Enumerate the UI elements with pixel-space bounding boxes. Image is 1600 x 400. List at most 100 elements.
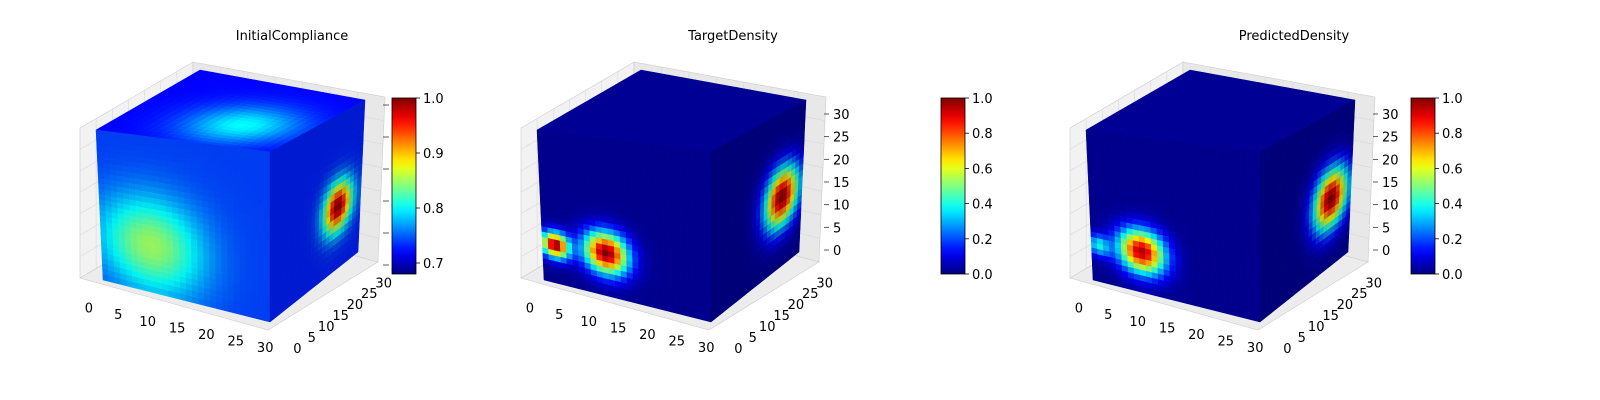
x-tick-label: 20	[198, 328, 215, 343]
voxel	[263, 181, 271, 189]
voxel	[176, 151, 184, 159]
voxel	[1160, 144, 1168, 152]
voxel	[1152, 289, 1159, 297]
voxel	[680, 308, 688, 317]
voxel	[636, 148, 644, 156]
voxel	[244, 154, 252, 162]
cube-face-front	[95, 129, 271, 323]
voxel	[580, 140, 588, 148]
voxel	[213, 150, 221, 158]
voxel	[251, 149, 258, 157]
voxel	[1166, 145, 1174, 153]
voxel	[226, 181, 234, 189]
y-tick-label: 0	[293, 342, 301, 357]
voxel	[257, 312, 265, 321]
voxel	[1146, 287, 1153, 296]
z-tick-label: 5	[833, 221, 841, 236]
voxel	[220, 168, 228, 177]
voxel	[648, 149, 656, 157]
voxel	[176, 145, 184, 153]
x-tick-label: 0	[526, 302, 534, 317]
voxel	[667, 146, 675, 154]
colorbar: 0.70.80.91.0	[391, 92, 444, 275]
voxel	[162, 289, 169, 297]
voxel	[1129, 140, 1137, 148]
voxel	[692, 311, 700, 320]
voxel	[704, 150, 712, 159]
voxel	[257, 156, 265, 164]
voxel	[617, 145, 625, 153]
voxel	[1154, 138, 1161, 146]
voxel	[164, 138, 171, 146]
voxel	[621, 293, 628, 302]
voxel	[667, 152, 675, 160]
voxel	[263, 157, 271, 165]
voxel	[238, 183, 246, 191]
voxel	[257, 150, 265, 158]
voxel	[183, 157, 190, 165]
voxel	[656, 302, 664, 311]
y-tick-label: 30	[816, 276, 833, 291]
subplot-initial-compliance: InitialCompliance 0 5 10 15 20 25 30 0510152025…	[79, 29, 444, 357]
voxel	[636, 153, 644, 161]
voxel	[1123, 150, 1131, 158]
voxel	[233, 306, 241, 315]
voxel	[686, 172, 693, 180]
y-tick-label: 5	[308, 331, 316, 346]
voxel	[251, 173, 258, 181]
voxel	[617, 151, 625, 159]
chart-title: InitialCompliance	[236, 29, 349, 44]
voxel	[704, 181, 712, 189]
z-tick-label: 10	[833, 199, 850, 214]
voxel	[627, 294, 634, 303]
voxel	[597, 287, 604, 296]
voxel	[1166, 151, 1174, 159]
voxel	[679, 171, 687, 179]
voxel	[698, 162, 706, 170]
voxel	[661, 145, 668, 153]
voxel	[180, 293, 187, 302]
x-tick-label: 30	[257, 341, 274, 356]
colorbar-tick-label: 1.0	[423, 92, 444, 107]
voxel	[630, 147, 637, 155]
voxel	[145, 147, 153, 155]
colorbar-tick-label: 0.8	[972, 127, 993, 142]
voxel	[674, 306, 682, 315]
voxel	[685, 148, 693, 156]
voxel	[615, 291, 622, 300]
x-tick-label: 30	[698, 341, 715, 356]
voxel	[227, 305, 235, 314]
voxel	[263, 314, 271, 323]
voxel	[238, 147, 246, 156]
voxel	[182, 140, 190, 148]
voxel	[251, 161, 258, 169]
voxel	[686, 178, 693, 186]
voxel	[692, 149, 699, 157]
voxel	[611, 144, 619, 152]
z-tick-label: 20	[833, 153, 850, 168]
voxel	[1141, 136, 1149, 144]
voxel	[704, 314, 712, 323]
voxel	[226, 146, 234, 154]
y-tick-label: 5	[749, 331, 757, 346]
voxel	[195, 153, 203, 161]
voxel	[648, 143, 656, 152]
voxel	[170, 144, 178, 152]
voxel	[673, 176, 681, 184]
voxel	[164, 149, 172, 157]
x-tick-label: 10	[139, 315, 156, 330]
voxel	[704, 157, 712, 165]
colorbar-tick-label: 0.4	[972, 198, 993, 213]
voxel	[176, 139, 184, 147]
voxel	[685, 160, 693, 168]
voxel	[692, 167, 699, 175]
voxel	[704, 163, 712, 171]
voxel	[238, 165, 246, 173]
voxel	[654, 150, 662, 158]
voxel	[239, 308, 247, 317]
voxel	[174, 291, 181, 300]
voxel	[668, 305, 676, 314]
z-tick-label: 25	[833, 131, 850, 146]
voxel	[188, 141, 196, 149]
voxel	[673, 147, 681, 155]
